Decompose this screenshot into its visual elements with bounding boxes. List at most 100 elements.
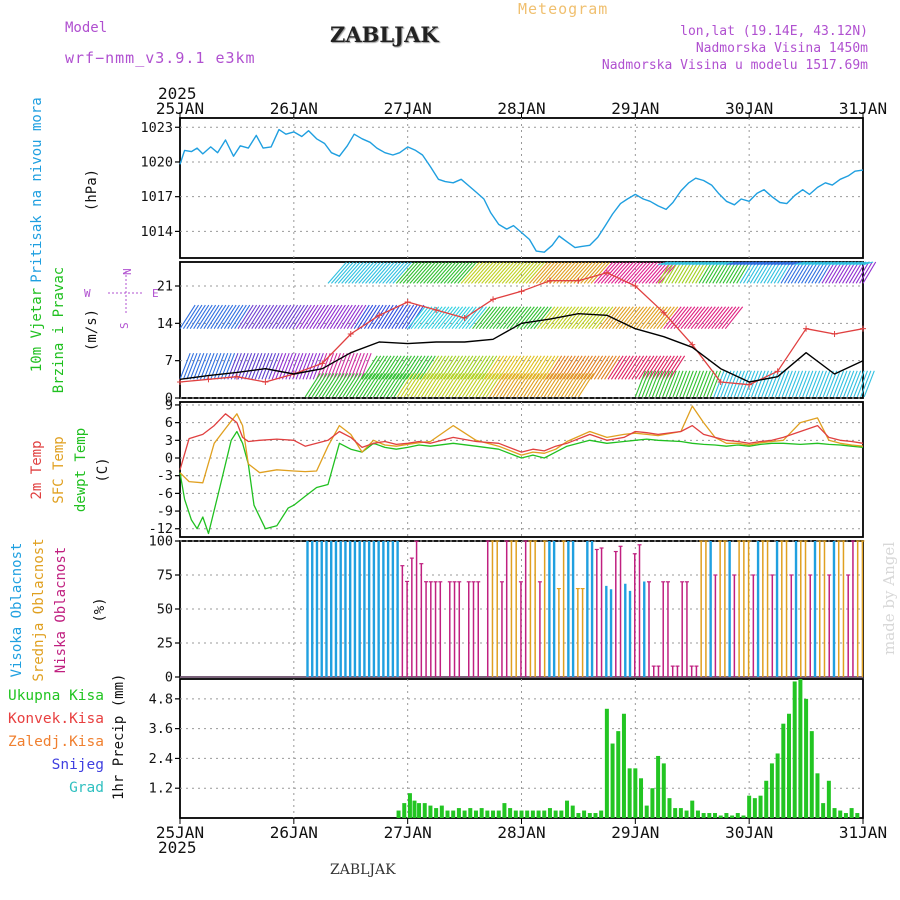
wind-barb-band1b bbox=[475, 306, 494, 330]
wind-barb-band4b bbox=[686, 370, 698, 398]
wind-barb-band0 bbox=[244, 353, 256, 380]
wind-barb-band4 bbox=[393, 373, 410, 398]
precip-bar bbox=[553, 810, 558, 818]
wind-barb-band1b bbox=[704, 306, 723, 330]
wind-barb-band0b bbox=[542, 355, 559, 380]
wind-barb-band0 bbox=[336, 353, 348, 380]
wind-barb-band0b bbox=[624, 355, 641, 380]
wind-barb-band4 bbox=[506, 373, 523, 398]
wind-barb-band0b bbox=[631, 355, 648, 380]
precip-bar bbox=[396, 810, 401, 818]
wind-barb-band1b bbox=[526, 306, 546, 330]
wind-barb-band1 bbox=[391, 304, 408, 329]
wind-barb-band2b bbox=[862, 261, 877, 284]
wind-barb-band2 bbox=[631, 261, 651, 284]
year-top: 2025 bbox=[158, 84, 197, 103]
wind-barb-band1b bbox=[683, 306, 703, 330]
wind-barb-band2 bbox=[443, 261, 463, 284]
wind-barb-band4 bbox=[475, 373, 492, 398]
wind-barb-band2b bbox=[807, 261, 822, 284]
wind-barb-band2b bbox=[667, 261, 682, 284]
pressure-ytick-label: 1020 bbox=[140, 154, 173, 170]
wind-barb-band2 bbox=[508, 261, 528, 284]
wind-barb-band0b bbox=[641, 355, 658, 380]
wind-barb-band1 bbox=[237, 304, 254, 329]
wind-barb-band0b bbox=[638, 355, 655, 380]
wind-barb-band1b bbox=[472, 306, 491, 330]
wind-barb-band2 bbox=[368, 261, 388, 284]
wind-barb-band0 bbox=[240, 353, 253, 380]
wind-barb-band0b bbox=[508, 355, 525, 380]
wind-barb-band2 bbox=[358, 261, 378, 284]
wind-barb-band4 bbox=[407, 373, 424, 398]
wind-barb-band1 bbox=[377, 304, 394, 329]
precip-ytick-label: 2.4 bbox=[149, 751, 173, 767]
wind-barb-band1b bbox=[700, 306, 720, 330]
wind-barb-band2b bbox=[828, 261, 843, 284]
wind-barb-band2b bbox=[722, 261, 737, 284]
wind-barb-band0b bbox=[368, 355, 385, 380]
wind-barb-band4b bbox=[709, 370, 722, 398]
wind-barb-band2 bbox=[484, 261, 504, 284]
wind-barb-band4 bbox=[396, 373, 414, 398]
wind-barb-band2b bbox=[845, 261, 860, 284]
precip-bar bbox=[542, 810, 547, 818]
wind-barb-band4b bbox=[662, 370, 674, 398]
wind-barb-band1b bbox=[533, 306, 552, 330]
wind-barb-band1b bbox=[431, 306, 450, 330]
wind-barb-band2b bbox=[736, 261, 750, 284]
wind-barb-band2b bbox=[691, 261, 706, 284]
wind-barb-band2b bbox=[814, 261, 829, 284]
wind-barb-band2 bbox=[645, 261, 665, 284]
wind-barb-band4b bbox=[778, 370, 790, 398]
wind-barb-band2 bbox=[494, 261, 515, 284]
wind-barb-band2 bbox=[651, 261, 672, 284]
wind-barb-band2 bbox=[389, 261, 409, 284]
wind-barb-band1b bbox=[540, 306, 559, 330]
wind-barb-band0b bbox=[651, 355, 668, 380]
wind-barb-band2 bbox=[337, 261, 358, 284]
wind-barb-band3 bbox=[852, 261, 864, 266]
wind-barb-band4b bbox=[815, 370, 827, 398]
cloud-ytick-label: 0 bbox=[165, 670, 173, 686]
wind-barb-band1b bbox=[632, 306, 651, 330]
temp-ylabel-2m: 2m Temp bbox=[29, 440, 45, 499]
precip-bar bbox=[707, 813, 712, 818]
wind-barb-band1b bbox=[448, 306, 467, 330]
wind-barb-band4 bbox=[410, 373, 427, 398]
wind-barb-band4 bbox=[550, 373, 567, 398]
wind-barb-band3 bbox=[675, 261, 686, 266]
wind-barb-band0b bbox=[494, 355, 511, 380]
wind-barb-band0b bbox=[385, 355, 402, 380]
wind-barb-band0b bbox=[453, 355, 470, 380]
precip-bar bbox=[519, 810, 524, 818]
wind-barb-band1b bbox=[666, 306, 686, 330]
cloud-ytick-label: 50 bbox=[157, 602, 173, 618]
wind-barb-band4 bbox=[441, 373, 458, 398]
wind-barb-band4b bbox=[774, 370, 787, 398]
wind-barb-band1b bbox=[492, 306, 511, 330]
wind-barb-band4 bbox=[383, 373, 400, 398]
wind-barb-band1b bbox=[567, 306, 587, 330]
wind-barb-band4b bbox=[696, 370, 708, 398]
wind-barb-band2 bbox=[348, 261, 368, 284]
precip-legend-4: Grad bbox=[69, 780, 104, 796]
wind-barb-band1 bbox=[384, 304, 401, 329]
wind-barb-band0b bbox=[464, 355, 481, 380]
wind-barb-band0b bbox=[566, 355, 583, 380]
precip-bar bbox=[407, 793, 412, 818]
wind-barb-band1 bbox=[217, 304, 234, 329]
wind-barb-band4 bbox=[499, 373, 516, 398]
wind-barb-band1b bbox=[516, 306, 535, 330]
wind-barb-band2 bbox=[621, 261, 641, 284]
wind-barb-band2b bbox=[681, 261, 696, 284]
wind-barb-band1b bbox=[506, 306, 525, 330]
wind-barb-band4b bbox=[679, 370, 691, 398]
wind-barb-band2 bbox=[474, 261, 494, 284]
wind-barb-band2 bbox=[515, 261, 535, 284]
precip-bar bbox=[741, 815, 746, 818]
wind-barb-band1b bbox=[543, 306, 563, 330]
wind-barb-band2 bbox=[522, 261, 542, 284]
wind-barb-band4 bbox=[472, 373, 489, 398]
wind-barb-band4 bbox=[461, 373, 478, 398]
